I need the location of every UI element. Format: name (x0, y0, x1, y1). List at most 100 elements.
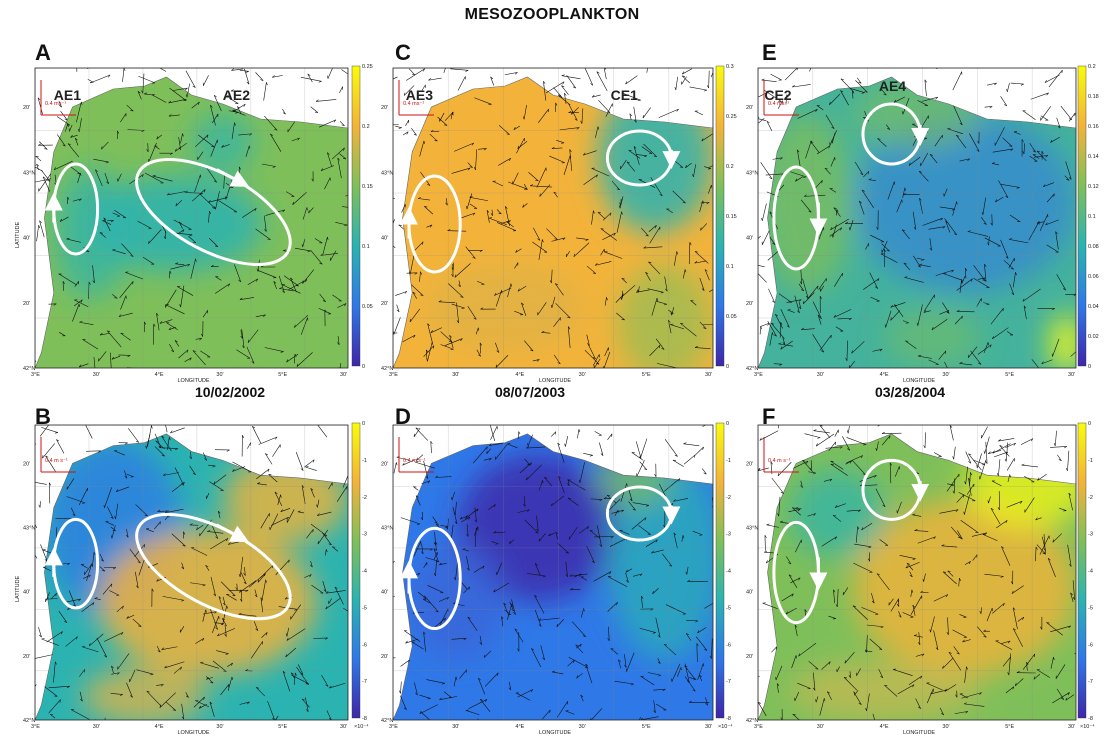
lat-tick-label: 20' (381, 461, 388, 467)
lat-tick-label: 40' (381, 236, 388, 242)
current-vectors (393, 68, 713, 368)
colorbar-tick-label: 0.12 (1088, 184, 1099, 190)
date-label-2: 08/07/2003 (494, 384, 566, 400)
lat-tick-label: 40' (23, 236, 30, 242)
lat-tick-label: 40' (746, 236, 753, 242)
lon-tick-label: 3°E (389, 372, 398, 378)
lat-tick-label: 42°N (381, 366, 393, 372)
colorbar-tick-label: -8 (1088, 716, 1093, 722)
field-patch (191, 113, 255, 173)
lon-tick-label: 5°E (642, 724, 651, 730)
lat-tick-label: 43°N (23, 526, 35, 532)
lat-tick-label: 20' (746, 105, 753, 111)
colorbar-tick-label: -3 (726, 532, 731, 538)
lat-tick-label: 42°N (23, 718, 35, 724)
x-axis-label: LONGITUDE (903, 730, 935, 736)
colorbar-tick-label: -7 (362, 679, 367, 685)
eddy-label: AE2 (223, 87, 250, 103)
lon-tick-label: 30' (1068, 724, 1075, 730)
lon-tick-label: 30' (340, 372, 347, 378)
colorbar-tick-label: 0.18 (1088, 94, 1099, 100)
colorbar-tick-label: -1 (1088, 458, 1093, 464)
lat-tick-label: 20' (381, 105, 388, 111)
lon-tick-label: 30' (216, 372, 223, 378)
land-mask (758, 425, 1076, 720)
colorbar-tick-label: 0 (1088, 364, 1091, 370)
lat-tick-label: 43°N (746, 170, 758, 176)
land-mask (35, 425, 348, 720)
land-mask (758, 68, 1076, 368)
lat-tick-label: 20' (746, 654, 753, 660)
colorbar-tick-label: -7 (726, 679, 731, 685)
colorbar (715, 422, 725, 719)
map-frame (757, 67, 1077, 369)
lat-tick-label: 20' (23, 301, 30, 307)
lat-tick-label: 20' (23, 105, 30, 111)
lon-tick-label: 30' (216, 724, 223, 730)
colorbar-tick-label: 0.2 (362, 124, 370, 130)
colorbar-tick-label: -2 (362, 495, 367, 501)
panel-letter-C: C (395, 40, 411, 65)
lon-tick-label: 4°E (880, 724, 889, 730)
y-axis-label: LATITUDE (15, 221, 21, 248)
eddy-direction-arrow (215, 523, 249, 543)
lon-tick-label: 3°E (31, 372, 40, 378)
colorbar-tick-label: -6 (362, 642, 367, 648)
colorbar-tick-label: 0.1 (362, 244, 370, 250)
field-patch (1050, 314, 1076, 368)
scale-bar-label: 0.4 ms⁻¹ (45, 101, 66, 107)
lat-tick-label: 43°N (381, 526, 393, 532)
lon-tick-label: 30' (942, 372, 949, 378)
current-vectors (758, 425, 1076, 720)
colorbar-tick-label: -6 (1088, 642, 1093, 648)
x-axis-label: LONGITUDE (903, 378, 935, 384)
lat-tick-label: 20' (381, 301, 388, 307)
colorbar-tick-label: -7 (1088, 679, 1093, 685)
date-label-3: 03/28/2004 (874, 384, 946, 400)
colorbar-tick-label: 0.14 (1088, 154, 1099, 160)
lon-tick-label: 3°E (389, 724, 398, 730)
colorbar-tick-label: -2 (726, 495, 731, 501)
panel-letter-B: B (35, 404, 51, 429)
lon-tick-label: 30' (705, 372, 712, 378)
lat-tick-label: 20' (23, 461, 30, 467)
lat-tick-label: 42°N (381, 718, 393, 724)
lat-tick-label: 43°N (23, 170, 35, 176)
colorbar-tick-label: 0 (362, 421, 365, 427)
lon-tick-label: 5°E (642, 372, 651, 378)
lon-tick-label: 30' (579, 372, 586, 378)
land-mask (393, 68, 713, 368)
lon-tick-label: 30' (705, 724, 712, 730)
colorbar-tick-label: 0 (726, 421, 729, 427)
scale-bar-label: 0.4 m s⁻¹ (768, 458, 791, 464)
lon-tick-label: 3°E (754, 724, 763, 730)
colorbar-tick-label: 0.2 (726, 164, 734, 170)
colorbar-exponent: ×10⁻⁴ (1080, 723, 1095, 730)
scale-bar-label: 0.4 m s⁻¹ (403, 458, 426, 464)
scale-bar-label: 0.4 m s⁻¹ (45, 458, 68, 464)
x-axis-label: LONGITUDE (539, 378, 571, 384)
colorbar (1077, 65, 1087, 367)
figure-title: MESOZOOPLANKTON (464, 6, 640, 23)
colorbar-tick-label: -5 (726, 605, 731, 611)
colorbar-tick-label: -5 (362, 605, 367, 611)
colorbar-tick-label: 0.05 (362, 304, 373, 310)
map-frame (34, 424, 349, 721)
land-mask (393, 425, 713, 720)
colorbar-tick-label: 0.06 (1088, 274, 1099, 280)
field-patch (853, 498, 1076, 676)
field-patch (81, 666, 208, 720)
lon-tick-label: 30' (817, 724, 824, 730)
lon-tick-label: 4°E (155, 724, 164, 730)
colorbar-tick-label: 0.15 (362, 184, 373, 190)
colorbar-tick-label: -1 (362, 458, 367, 464)
lat-tick-label: 42°N (23, 366, 35, 372)
lat-tick-label: 20' (746, 301, 753, 307)
lat-tick-label: 40' (381, 590, 388, 596)
field-patch (617, 263, 713, 368)
lon-tick-label: 30' (340, 724, 347, 730)
current-vectors (35, 68, 348, 368)
